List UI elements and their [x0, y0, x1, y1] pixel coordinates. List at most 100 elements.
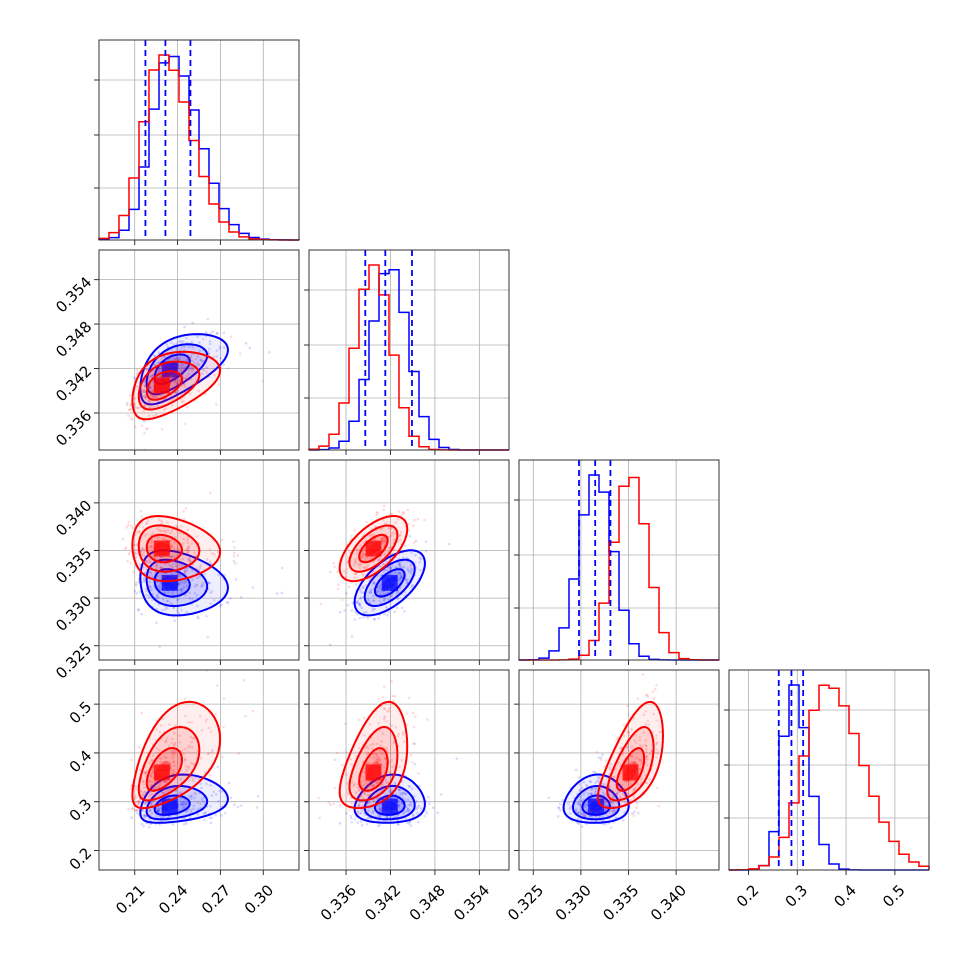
scatter-point — [609, 762, 613, 766]
scatter-point — [380, 784, 383, 787]
scatter-point — [187, 545, 191, 548]
scatter-point — [157, 344, 161, 348]
scatter-point — [637, 758, 641, 761]
scatter-point — [346, 603, 350, 607]
density-cell — [373, 548, 382, 557]
scatter-point — [191, 555, 195, 559]
scatter-point — [608, 765, 612, 769]
scatter-point — [378, 796, 382, 800]
scatter-point — [397, 805, 400, 809]
scatter-point — [608, 800, 611, 803]
scatter-point — [205, 370, 208, 374]
scatter-point — [161, 567, 165, 570]
scatter-point — [139, 549, 143, 552]
panel-frame — [98, 249, 300, 451]
scatter-point — [390, 527, 393, 530]
scatter-point — [227, 781, 231, 785]
scatter-point — [397, 510, 401, 513]
scatter-point — [419, 557, 423, 561]
scatter-point — [377, 756, 381, 759]
scatter-point — [159, 760, 163, 764]
scatter-point — [170, 750, 174, 754]
scatter-point — [149, 560, 153, 563]
contour-line — [358, 747, 389, 792]
panel-frame — [98, 459, 300, 661]
scatter-point — [559, 808, 562, 812]
scatter-point — [388, 815, 392, 819]
scatter-point — [399, 572, 402, 576]
x-tick-label: 0.336 — [317, 881, 360, 924]
scatter-point — [340, 763, 344, 767]
scatter-point — [388, 761, 391, 765]
density-cell — [381, 798, 390, 807]
scatter-point — [367, 747, 370, 750]
density-cell — [381, 574, 390, 583]
scatter-point — [134, 801, 138, 804]
scatter-point — [199, 358, 202, 362]
scatter-point — [182, 586, 186, 589]
scatter-point — [142, 566, 146, 569]
scatter-point — [161, 375, 164, 378]
scatter-point — [351, 601, 355, 605]
scatter-point — [142, 578, 146, 581]
scatter-point — [174, 559, 178, 563]
scatter-point — [407, 803, 411, 807]
scatter-point — [200, 786, 203, 790]
scatter-point — [407, 529, 411, 532]
contour-line — [348, 725, 399, 802]
scatter-point — [190, 794, 193, 798]
scatter-point — [140, 424, 144, 428]
scatter-point — [359, 562, 363, 566]
scatter-point — [599, 758, 603, 762]
scatter-point — [578, 799, 582, 802]
scatter-point — [372, 581, 376, 585]
scatter-point — [149, 802, 153, 805]
scatter-point — [347, 791, 350, 795]
scatter-point — [413, 518, 416, 522]
scatter-point — [406, 581, 409, 584]
scatter-point — [151, 780, 155, 784]
scatter-point — [172, 555, 176, 558]
scatter-point — [358, 812, 362, 816]
scatter-point — [183, 759, 187, 762]
scatter-point — [191, 346, 195, 350]
scatter-point — [391, 532, 394, 535]
scatter-point — [170, 741, 173, 745]
scatter-point — [213, 373, 216, 377]
scatter-point — [178, 391, 181, 395]
scatter-point — [354, 791, 358, 794]
scatter-point — [655, 719, 659, 722]
y-tick-label: 0.340 — [52, 496, 95, 539]
scatter-point — [143, 801, 147, 805]
density-cell — [365, 772, 374, 781]
density-cell — [153, 548, 162, 557]
scatter-point — [137, 608, 140, 611]
scatter-point — [167, 744, 171, 748]
scatter-point — [626, 762, 630, 765]
scatter-point — [142, 390, 146, 394]
scatter-point — [393, 610, 397, 614]
scatter-point — [157, 748, 161, 752]
scatter-point — [144, 816, 147, 820]
scatter-point — [143, 404, 147, 407]
scatter-point — [239, 804, 243, 807]
scatter-point — [195, 576, 198, 580]
scatter-point — [148, 580, 152, 584]
panel-frame — [98, 39, 300, 241]
scatter-point — [645, 755, 649, 758]
scatter-point — [148, 794, 152, 798]
scatter-point — [365, 520, 369, 524]
scatter-point — [173, 379, 177, 383]
scatter-point — [143, 535, 147, 538]
scatter-point — [134, 582, 138, 585]
scatter-point — [363, 766, 366, 770]
scatter-point — [574, 768, 578, 772]
scatter-point — [125, 526, 129, 529]
scatter-point — [371, 794, 374, 797]
scatter-point — [160, 519, 164, 523]
scatter-point — [209, 332, 212, 335]
scatter-point — [626, 800, 629, 804]
scatter-point — [355, 552, 359, 556]
scatter-point — [617, 761, 620, 764]
scatter-point — [645, 754, 649, 758]
